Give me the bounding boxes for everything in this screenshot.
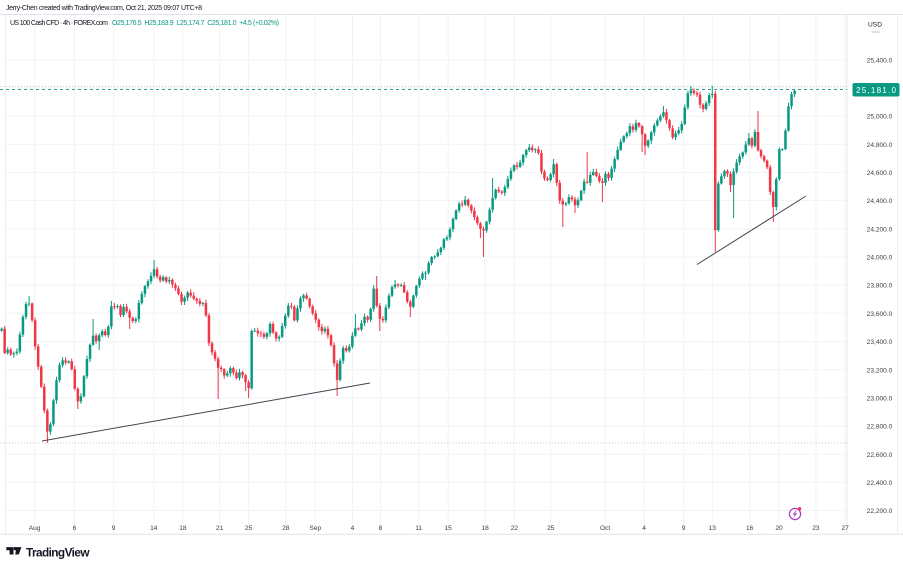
svg-text:25: 25 bbox=[245, 525, 253, 532]
svg-text:4: 4 bbox=[351, 525, 355, 532]
svg-text:24,400.0: 24,400.0 bbox=[867, 198, 893, 205]
svg-text:27: 27 bbox=[841, 525, 849, 532]
svg-text:23,800.0: 23,800.0 bbox=[867, 283, 893, 290]
svg-text:24,800.0: 24,800.0 bbox=[867, 142, 893, 149]
svg-text:22,800.0: 22,800.0 bbox=[867, 424, 893, 431]
svg-text:Oct: Oct bbox=[600, 525, 610, 532]
svg-text:18: 18 bbox=[179, 525, 187, 532]
svg-text:Aug: Aug bbox=[29, 525, 41, 532]
svg-text:US 100 Cash CFD · 4h · FOREX.c: US 100 Cash CFD · 4h · FOREX.com bbox=[10, 20, 108, 27]
svg-text:24,000.0: 24,000.0 bbox=[867, 255, 893, 262]
svg-text:23,000.0: 23,000.0 bbox=[867, 396, 893, 403]
svg-text:9: 9 bbox=[682, 525, 686, 532]
svg-text:USD: USD bbox=[868, 22, 882, 29]
svg-text:15: 15 bbox=[445, 525, 453, 532]
svg-text:9: 9 bbox=[112, 525, 116, 532]
svg-text:16: 16 bbox=[746, 525, 754, 532]
svg-text:25,181.0: 25,181.0 bbox=[856, 86, 896, 95]
svg-text:Sep: Sep bbox=[309, 525, 321, 532]
svg-text:18: 18 bbox=[481, 525, 489, 532]
svg-text:25: 25 bbox=[547, 525, 555, 532]
svg-text:TradingView: TradingView bbox=[26, 546, 90, 560]
svg-text:23,400.0: 23,400.0 bbox=[867, 339, 893, 346]
svg-text:24,200.0: 24,200.0 bbox=[867, 226, 893, 233]
svg-text:22: 22 bbox=[511, 525, 519, 532]
svg-text:22,400.0: 22,400.0 bbox=[867, 480, 893, 487]
svg-text:14: 14 bbox=[150, 525, 158, 532]
svg-text:28: 28 bbox=[282, 525, 290, 532]
svg-text:20: 20 bbox=[775, 525, 783, 532]
svg-text:22,600.0: 22,600.0 bbox=[867, 452, 893, 459]
svg-text:Jerry-Chen created with Tradin: Jerry-Chen created with TradingView.com,… bbox=[6, 5, 202, 12]
svg-text:25,400.0: 25,400.0 bbox=[867, 57, 893, 64]
svg-text:21: 21 bbox=[216, 525, 224, 532]
svg-text:13: 13 bbox=[709, 525, 717, 532]
svg-text:25,000.0: 25,000.0 bbox=[867, 114, 893, 121]
svg-text:22,200.0: 22,200.0 bbox=[867, 508, 893, 515]
svg-text:6: 6 bbox=[73, 525, 77, 532]
svg-text:24,600.0: 24,600.0 bbox=[867, 170, 893, 177]
svg-text:23,200.0: 23,200.0 bbox=[867, 367, 893, 374]
svg-text:4: 4 bbox=[642, 525, 646, 532]
svg-text:23: 23 bbox=[812, 525, 820, 532]
svg-text:23,600.0: 23,600.0 bbox=[867, 311, 893, 318]
svg-text:11: 11 bbox=[415, 525, 422, 532]
svg-text:O25,176.5 H25,183.9 L25,174.: O25,176.5 H25,183.9 L25,174.7 C25,181.0 … bbox=[112, 20, 279, 27]
svg-text:8: 8 bbox=[379, 525, 383, 532]
